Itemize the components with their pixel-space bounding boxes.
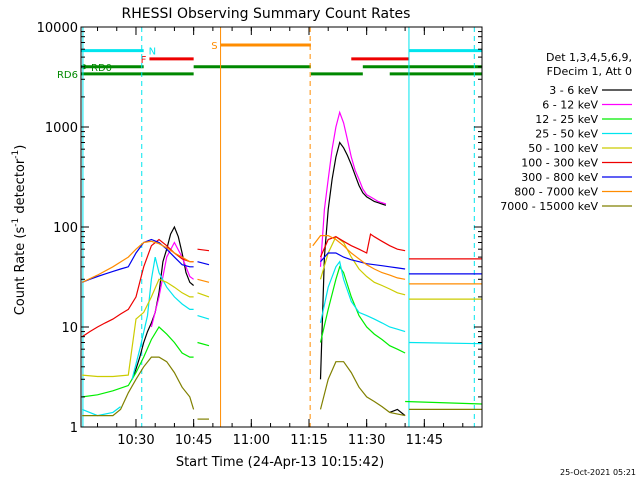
series-50-100-kev-segment-2 <box>319 235 406 296</box>
transition-lines <box>82 27 475 427</box>
series-50-100-kev-segment-0 <box>82 278 194 378</box>
series-3-6-kev-segment-0 <box>131 225 194 380</box>
legend-label-800-7000-kev: 800 - 7000 keV <box>514 186 598 199</box>
y-tick-label-10000: 10000 <box>37 21 78 36</box>
series-12-25-kev-segment-0 <box>82 326 194 398</box>
y-tick-label-1000: 1000 <box>45 121 78 136</box>
series-3-6-kev-segment-2 <box>389 408 406 417</box>
series-100-300-kev-segment-2 <box>319 233 406 258</box>
x-axis-ticks: 10:30 10:45 11:00 11:15 11:30 11:45 <box>97 27 483 448</box>
plot-frame <box>80 26 483 428</box>
series-50-100-kev-segment-1 <box>197 292 210 298</box>
x-tick-label-60: 11:00 <box>233 433 270 448</box>
series-25-50-kev-segment-2 <box>197 315 210 320</box>
y-label-sup2: -1 <box>11 150 21 159</box>
series-6-12-kev-segment-1 <box>319 110 387 267</box>
series-12-25-kev-segment-3 <box>405 400 483 405</box>
chart-title: RHESSI Observing Summary Count Rates <box>122 6 411 22</box>
series-25-50-kev-segment-3 <box>319 260 406 333</box>
x-tick-label-45: 10:45 <box>175 433 212 448</box>
y-axis-label: Count Rate (s-1 detector-1) <box>11 145 28 316</box>
series-7000-15000-kev-segment-2 <box>319 361 406 417</box>
series-25-50-kev <box>81 256 483 417</box>
series-7000-15000-kev-segment-0 <box>82 356 195 417</box>
series-300-800-kev-segment-0 <box>81 238 194 283</box>
series-100-300-kev <box>81 233 482 338</box>
series-100-300-kev-segment-0 <box>81 238 194 338</box>
legend-label-12-25-kev: 12 - 25 keV <box>535 113 598 126</box>
series-25-50-kev-segment-4 <box>408 341 483 345</box>
y-tick-label-100: 100 <box>53 221 78 236</box>
legend-label-3-6-kev: 3 - 6 keV <box>549 84 598 97</box>
flag-label-rd0: RD0 <box>91 63 112 74</box>
x-tick-label-90: 11:30 <box>348 433 385 448</box>
flag-label-f: F <box>141 55 147 66</box>
legend-header-1: Det 1,3,4,5,6,9, <box>546 51 632 64</box>
y-tick-label-10: 10 <box>61 321 78 336</box>
x-axis-label: Start Time (24-Apr-13 10:15:42) <box>176 455 384 470</box>
x-tick-label-75: 11:15 <box>290 433 327 448</box>
x-tick-label-30: 10:30 <box>117 433 154 448</box>
series-100-300-kev-segment-1 <box>197 248 210 252</box>
series-800-7000-kev-segment-0 <box>81 240 194 283</box>
flag-label-rd6: RD6 <box>57 70 78 81</box>
legend-header-2: FDecim 1, Att 0 <box>547 65 632 78</box>
series-3-6-kev <box>131 141 406 417</box>
series-6-12-kev <box>150 110 387 328</box>
series-300-800-kev-segment-1 <box>197 261 210 266</box>
x-tick-label-105: 11:45 <box>406 433 443 448</box>
timestamp: 25-Oct-2021 05:21 <box>560 468 636 477</box>
series-7000-15000-kev <box>82 356 482 420</box>
legend-label-25-50-kev: 25 - 50 keV <box>535 128 598 141</box>
count-rate-series <box>81 110 483 420</box>
series-12-25-kev-segment-1 <box>197 341 210 347</box>
observing-flags: NF S RD0 RD6 <box>57 41 482 81</box>
series-800-7000-kev <box>81 235 482 285</box>
series-6-12-kev-segment-0 <box>150 241 194 328</box>
legend-label-50-100-kev: 50 - 100 keV <box>528 142 598 155</box>
flag-label-s: S <box>211 41 217 52</box>
flag-label-n: N <box>149 47 156 58</box>
series-25-50-kev-segment-0 <box>81 406 121 417</box>
series-800-7000-kev-segment-1 <box>197 278 210 283</box>
y-label-sup1: -1 <box>11 218 21 227</box>
legend-label-6-12-kev: 6 - 12 keV <box>542 99 598 112</box>
y-label-main: Count Rate (s <box>13 227 28 316</box>
series-300-800-kev <box>81 238 482 283</box>
legend-label-7000-15000-kev: 7000 - 15000 keV <box>500 200 598 213</box>
legend-label-300-800-kev: 300 - 800 keV <box>521 171 598 184</box>
series-12-25-kev <box>82 265 483 405</box>
y-label-end: ) <box>13 145 28 150</box>
y-label-mid: detector <box>13 158 28 218</box>
series-800-7000-kev-segment-2 <box>312 235 406 280</box>
y-axis-ticks: 1 10 100 1000 10000 <box>37 21 482 436</box>
legend-label-100-300-kev: 100 - 300 keV <box>521 157 598 170</box>
series-3-6-kev-segment-1 <box>319 141 387 380</box>
y-tick-label-1: 1 <box>70 421 78 436</box>
series-12-25-kev-segment-2 <box>319 265 406 354</box>
series-25-50-kev-segment-1 <box>131 256 194 380</box>
series-300-800-kev-segment-2 <box>320 252 406 270</box>
